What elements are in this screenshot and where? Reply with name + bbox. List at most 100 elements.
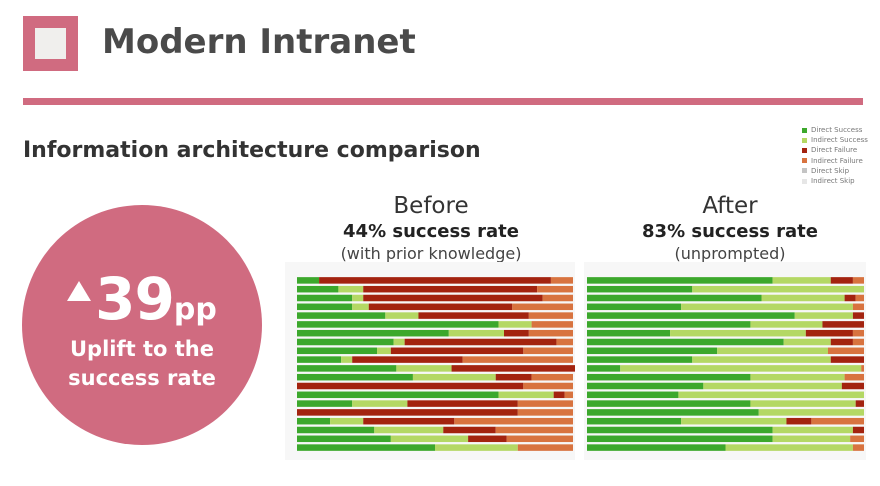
legend-label: Direct Success <box>811 126 863 134</box>
bar-row-1 <box>587 277 864 284</box>
after-header: After 83% success rate (unprompted) <box>590 192 870 264</box>
bar-segment-indirect-success <box>338 285 364 293</box>
bar-segment-indirect-failure <box>550 277 573 284</box>
bar-row-3 <box>587 294 864 302</box>
bar-segment-direct-success <box>587 347 718 355</box>
bar-row-14 <box>297 391 573 399</box>
bar-segment-indirect-failure <box>542 294 573 302</box>
bar-segment-direct-success <box>587 303 682 311</box>
bar-segment-indirect-failure <box>852 277 864 284</box>
bar-segment-indirect-failure <box>454 417 573 425</box>
bar-segment-direct-success <box>297 365 397 372</box>
bar-segment-direct-failure <box>363 417 455 425</box>
bar-segment-indirect-failure <box>517 400 573 407</box>
bar-segment-indirect-success <box>670 329 806 337</box>
bar-row-6 <box>587 321 864 328</box>
bar-segment-indirect-failure <box>506 435 573 443</box>
bar-row-19 <box>587 435 864 443</box>
bar-row-6 <box>297 321 573 328</box>
bar-segment-direct-failure <box>363 294 543 302</box>
legend-label: Direct Failure <box>811 146 858 155</box>
bar-row-12 <box>587 373 864 381</box>
legend-swatch <box>802 178 807 184</box>
bar-segment-indirect-failure <box>537 285 573 293</box>
bar-row-11 <box>297 365 575 372</box>
bar-segment-indirect-success <box>772 435 851 443</box>
bar-row-8 <box>297 338 573 346</box>
after-note: (unprompted) <box>674 244 786 263</box>
bar-segment-indirect-failure <box>462 356 573 363</box>
bar-segment-direct-success <box>587 409 759 416</box>
bar-segment-direct-success <box>297 338 394 346</box>
bar-segment-indirect-failure <box>852 329 864 337</box>
bar-segment-direct-failure <box>418 312 529 319</box>
logo-inner-square <box>35 28 66 59</box>
bar-segment-direct-success <box>297 347 378 355</box>
bar-segment-direct-success <box>587 426 773 434</box>
bar-segment-indirect-success <box>352 400 408 407</box>
bar-segment-indirect-failure <box>531 373 573 381</box>
bar-segment-direct-success <box>587 338 784 346</box>
bar-segment-indirect-success <box>692 356 831 363</box>
bar-segment-direct-failure <box>368 303 513 311</box>
bar-segment-indirect-failure <box>811 417 864 425</box>
bar-segment-direct-failure <box>805 329 853 337</box>
after-stacked-bar-chart <box>584 262 866 460</box>
bar-segment-direct-success <box>587 329 671 337</box>
before-rate: 44% success rate <box>343 221 519 242</box>
bar-segment-direct-failure <box>390 347 524 355</box>
bar-segment-direct-failure <box>855 400 864 407</box>
bar-segment-direct-failure <box>822 321 864 328</box>
bar-segment-direct-success <box>587 382 704 390</box>
bar-segment-indirect-failure <box>556 338 573 346</box>
bar-row-11 <box>587 365 864 372</box>
bar-row-12 <box>297 373 573 381</box>
bar-segment-direct-success <box>297 400 353 407</box>
bar-row-2 <box>297 285 573 293</box>
bar-segment-direct-failure <box>468 435 507 443</box>
bar-segment-indirect-success <box>750 321 823 328</box>
bar-row-20 <box>587 444 864 451</box>
bar-row-9 <box>297 347 573 355</box>
bar-segment-indirect-success <box>390 435 469 443</box>
bar-segment-indirect-success <box>678 391 864 399</box>
bar-segment-indirect-success <box>385 312 419 319</box>
bar-row-7 <box>587 329 864 337</box>
bar-segment-indirect-success <box>396 365 452 372</box>
bar-row-2 <box>587 285 864 293</box>
bar-segment-indirect-success <box>435 444 518 451</box>
legend-swatch <box>802 148 807 153</box>
bar-segment-direct-failure <box>830 277 853 284</box>
bar-segment-direct-success <box>297 417 331 425</box>
bar-segment-direct-success <box>587 391 679 399</box>
bar-segment-direct-success <box>587 285 693 293</box>
bar-segment-indirect-success <box>772 426 853 434</box>
bar-segment-indirect-failure <box>531 321 573 328</box>
bar-segment-indirect-success <box>681 417 787 425</box>
section-title: Information architecture comparison <box>23 138 481 163</box>
bar-segment-indirect-success <box>341 356 353 363</box>
legend: Direct Success Indirect Success Direct F… <box>802 125 868 186</box>
bar-row-19 <box>297 435 573 443</box>
bar-segment-indirect-success <box>681 303 853 311</box>
bar-segment-indirect-failure <box>852 303 864 311</box>
bar-segment-direct-failure <box>407 400 518 407</box>
bar-segment-direct-failure <box>443 426 496 434</box>
bar-segment-direct-success <box>587 321 751 328</box>
bar-segment-direct-failure <box>852 426 864 434</box>
bar-segment-indirect-success <box>750 400 856 407</box>
bar-segment-indirect-success <box>352 294 364 302</box>
legend-swatch <box>802 137 807 143</box>
legend-label: Direct Skip <box>811 166 850 175</box>
uplift-circle: 39pp Uplift to the success rate <box>22 205 262 445</box>
uplift-unit: pp <box>173 292 217 327</box>
bar-row-17 <box>297 417 573 425</box>
uplift-value: 39 <box>95 265 175 333</box>
bar-segment-direct-success <box>587 356 693 363</box>
bar-row-10 <box>587 356 864 363</box>
bar-segment-direct-failure <box>404 338 557 346</box>
bar-segment-direct-failure <box>297 409 518 416</box>
bar-segment-direct-success <box>297 285 339 293</box>
bar-segment-direct-success <box>587 444 726 451</box>
before-stacked-bar-chart <box>285 262 575 460</box>
